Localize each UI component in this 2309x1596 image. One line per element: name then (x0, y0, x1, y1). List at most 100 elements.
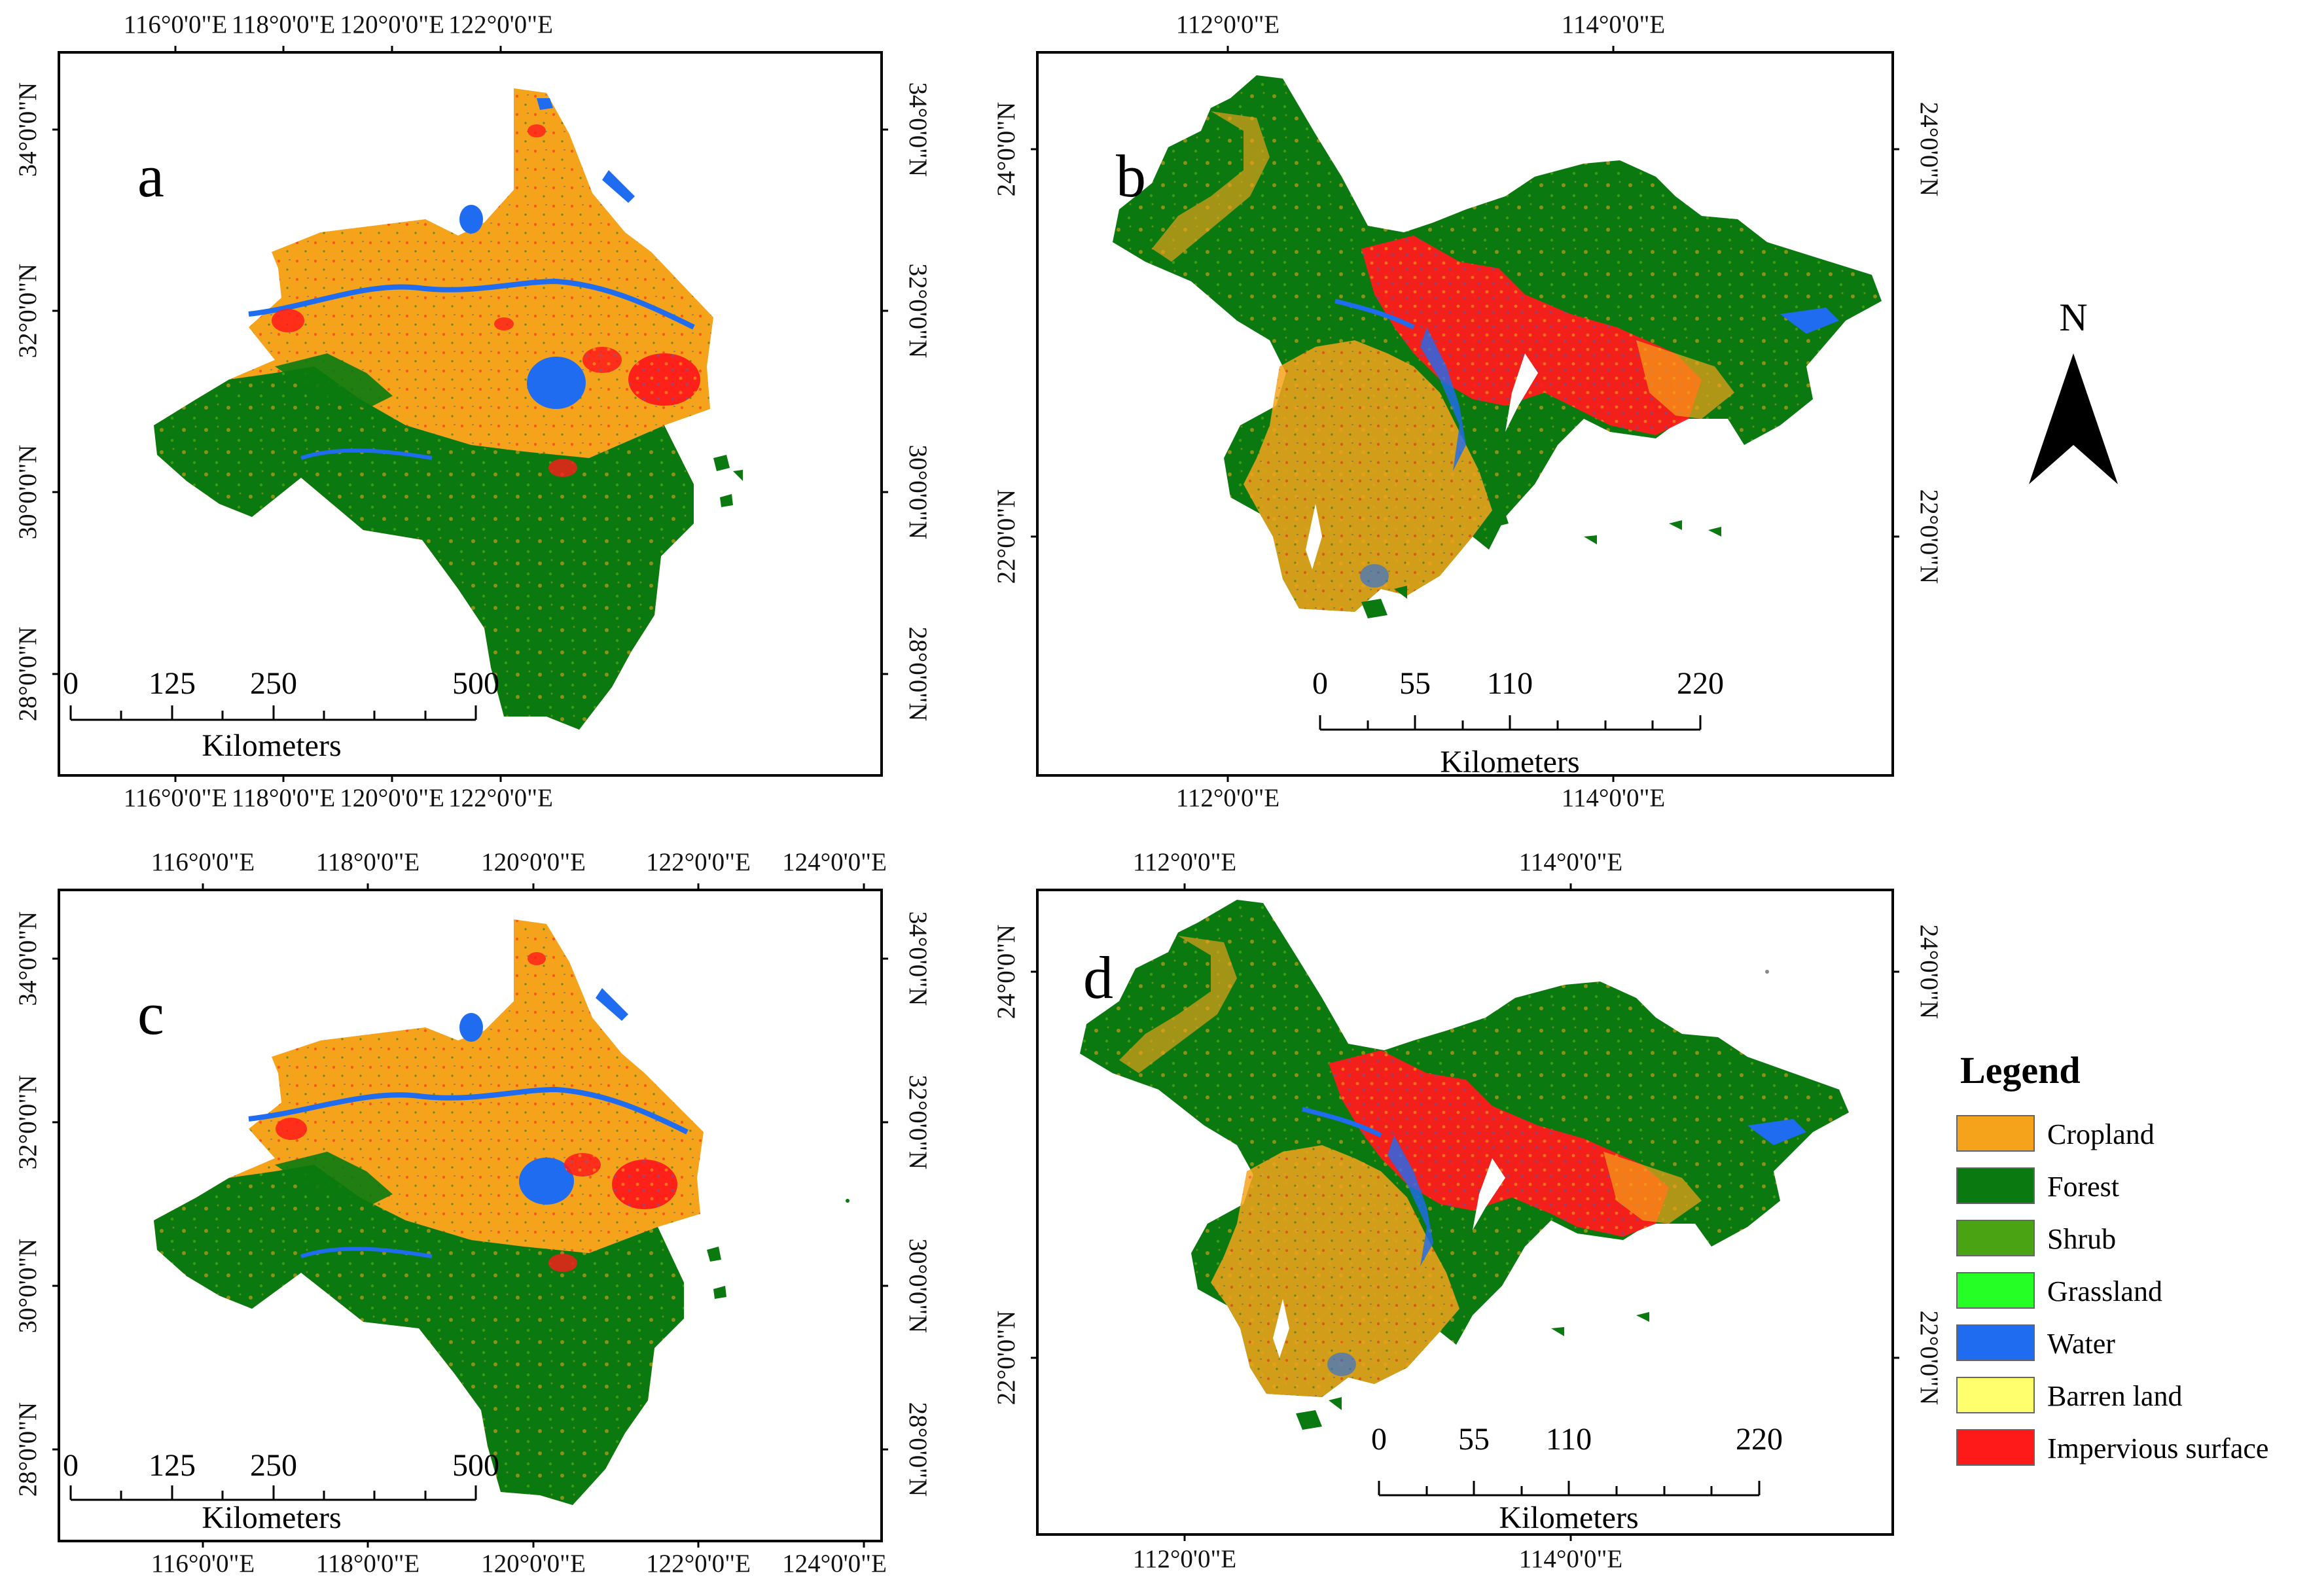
panel-b-scale-value: 110 (1487, 666, 1533, 701)
panel-b-right-lat-label: 24°0'0"N (1915, 102, 1943, 197)
legend-swatch (1956, 1115, 2035, 1152)
panel-a-left-lat-label: 30°0'0"N (14, 445, 42, 540)
panel-a-top-lon-label: 116°0'0"E (124, 10, 227, 39)
panel-c-top-lon-label: 116°0'0"E (151, 848, 255, 876)
panel-a-top-lon-label: 122°0'0"E (448, 10, 553, 39)
legend-label: Barren land (2047, 1380, 2182, 1412)
panel-c-left-lat-label: 34°0'0"N (14, 912, 42, 1006)
panel-a-bottom-lon-label: 120°0'0"E (340, 784, 444, 812)
panel-d-bottom-lon-label: 114°0'0"E (1519, 1545, 1622, 1573)
legend-label: Water (2047, 1328, 2115, 1360)
panel-d-left-lat-ticks: 24°0'0"N 22°0'0"N (992, 925, 1037, 1406)
north-arrow-icon (2029, 353, 2073, 484)
panel-b-scale-bar: 0 55 110 220 Kilometers (1312, 666, 1724, 779)
legend-label: Cropland (2047, 1118, 2155, 1150)
panel-c-top-lon-label: 118°0'0"E (316, 848, 420, 876)
panel-a-top-lon-label: 120°0'0"E (340, 10, 444, 39)
panel-d-top-lon-label: 114°0'0"E (1519, 848, 1622, 876)
north-arrow: N (2029, 296, 2118, 484)
panel-b: 112°0'0"E 114°0'0"E 112°0'0"E 114°0'0"E … (992, 10, 1943, 812)
panel-a-right-lat-label: 30°0'0"N (904, 445, 932, 540)
panel-c-top-lon-label: 120°0'0"E (481, 848, 586, 876)
panel-d-scale-bar: 0 55 110 220 Kilometers (1371, 1422, 1783, 1535)
panel-c-bottom-lon-label: 122°0'0"E (646, 1550, 751, 1578)
panel-a-left-lat-label: 28°0'0"N (14, 627, 42, 722)
panel-c-scale-value: 125 (149, 1448, 196, 1483)
panel-d-bottom-lon-label: 112°0'0"E (1133, 1545, 1236, 1573)
panel-b-left-lat-label: 22°0'0"N (992, 489, 1020, 584)
legend-item-grassland: Grassland (1956, 1272, 2162, 1309)
panel-b-top-lon-label: 112°0'0"E (1176, 10, 1280, 39)
panel-c-bottom-lon-ticks: 116°0'0"E 118°0'0"E 120°0'0"E 122°0'0"E … (151, 1541, 887, 1578)
legend-label: Shrub (2047, 1223, 2116, 1255)
panel-c-scale-value: 250 (250, 1448, 297, 1483)
panel-c-bottom-lon-label: 120°0'0"E (481, 1550, 586, 1578)
legend-swatch (1956, 1377, 2035, 1413)
panel-d-scale-value: 0 (1371, 1422, 1387, 1457)
panel-c-top-lon-label: 122°0'0"E (646, 848, 751, 876)
panel-b-scale-unit: Kilometers (1440, 745, 1579, 779)
panel-b-bottom-lon-label: 114°0'0"E (1562, 784, 1665, 812)
panel-a-left-lat-label: 34°0'0"N (14, 82, 42, 177)
panel-a-map (154, 88, 743, 730)
panel-b-scale-value: 0 (1312, 666, 1328, 701)
panel-a: 116°0'0"E 118°0'0"E 120°0'0"E 122°0'0"E … (14, 10, 932, 812)
panel-d-scale-value: 220 (1736, 1422, 1783, 1457)
panel-d-scale-unit: Kilometers (1499, 1500, 1638, 1535)
legend: Legend Cropland Forest Shrub Grassland W… (1956, 1049, 2268, 1466)
panel-d-letter: d (1083, 944, 1113, 1011)
panel-b-left-lat-label: 24°0'0"N (992, 102, 1020, 197)
panel-b-bottom-lon-label: 112°0'0"E (1176, 784, 1280, 812)
legend-swatch (1956, 1272, 2035, 1309)
panel-a-right-lat-label: 28°0'0"N (904, 627, 932, 722)
legend-item-cropland: Cropland (1956, 1115, 2155, 1152)
panel-a-bottom-lon-label: 122°0'0"E (448, 784, 553, 812)
panel-c-right-lat-label: 30°0'0"N (904, 1239, 932, 1334)
panel-c-letter: c (137, 980, 164, 1047)
panel-c-right-lat-ticks: 34°0'0"N 32°0'0"N 30°0'0"N 28°0'0"N (882, 912, 932, 1497)
panel-b-map (1113, 75, 1882, 618)
panel-a-scale-value: 0 (63, 666, 79, 701)
legend-swatch (1956, 1429, 2035, 1466)
legend-item-shrub: Shrub (1956, 1220, 2116, 1256)
panel-a-right-lat-label: 32°0'0"N (904, 264, 932, 359)
panel-b-right-lat-label: 22°0'0"N (1915, 489, 1943, 584)
legend-item-impervious-surface: Impervious surface (1956, 1429, 2268, 1466)
panel-b-left-lat-ticks: 24°0'0"N 22°0'0"N (992, 102, 1037, 584)
panel-a-bottom-lon-label: 118°0'0"E (232, 784, 335, 812)
panel-d-right-lat-ticks: 24°0'0"N 22°0'0"N (1893, 925, 1943, 1406)
panel-c-top-lon-ticks: 116°0'0"E 118°0'0"E 120°0'0"E 122°0'0"E … (151, 848, 887, 890)
panel-c-left-lat-label: 28°0'0"N (14, 1402, 42, 1497)
panel-a-scale-value: 250 (250, 666, 297, 701)
panel-c-left-lat-ticks: 34°0'0"N 32°0'0"N 30°0'0"N 28°0'0"N (14, 912, 59, 1497)
panel-d: 112°0'0"E 114°0'0"E 112°0'0"E 114°0'0"E … (992, 848, 1943, 1573)
panel-c-right-lat-label: 28°0'0"N (904, 1402, 932, 1497)
panel-c-right-lat-label: 34°0'0"N (904, 912, 932, 1006)
panel-b-right-lat-ticks: 24°0'0"N 22°0'0"N (1893, 102, 1943, 584)
panel-a-top-lon-ticks: 116°0'0"E 118°0'0"E 120°0'0"E 122°0'0"E (124, 10, 553, 52)
panel-c-left-lat-label: 32°0'0"N (14, 1075, 42, 1170)
panel-c-bottom-lon-label: 116°0'0"E (151, 1550, 255, 1578)
legend-swatch (1956, 1324, 2035, 1361)
legend-swatch (1956, 1220, 2035, 1256)
panel-c-scale-unit: Kilometers (202, 1500, 341, 1535)
panel-d-map (1080, 900, 1849, 1430)
panel-a-scale-value: 500 (452, 666, 499, 701)
panel-b-letter: b (1116, 143, 1146, 209)
panel-d-right-lat-label: 22°0'0"N (1915, 1311, 1943, 1406)
legend-title: Legend (1960, 1049, 2081, 1091)
panel-a-left-lat-ticks: 34°0'0"N 32°0'0"N 30°0'0"N 28°0'0"N (14, 82, 59, 722)
legend-label: Forest (2047, 1171, 2119, 1203)
north-arrow-label: N (2059, 296, 2087, 339)
panel-c-map (154, 919, 850, 1505)
panel-c-bottom-lon-label: 118°0'0"E (316, 1550, 420, 1578)
panel-d-left-lat-label: 22°0'0"N (992, 1311, 1020, 1406)
panel-c-scale-value: 0 (63, 1448, 79, 1483)
panel-b-scale-value: 220 (1677, 666, 1724, 701)
panel-d-scale-value: 55 (1458, 1422, 1490, 1457)
panel-a-bottom-lon-ticks: 116°0'0"E 118°0'0"E 120°0'0"E 122°0'0"E (124, 775, 553, 812)
panel-c-right-lat-label: 32°0'0"N (904, 1075, 932, 1170)
panel-d-top-lon-label: 112°0'0"E (1133, 848, 1236, 876)
panel-c-top-lon-label: 124°0'0"E (782, 848, 887, 876)
